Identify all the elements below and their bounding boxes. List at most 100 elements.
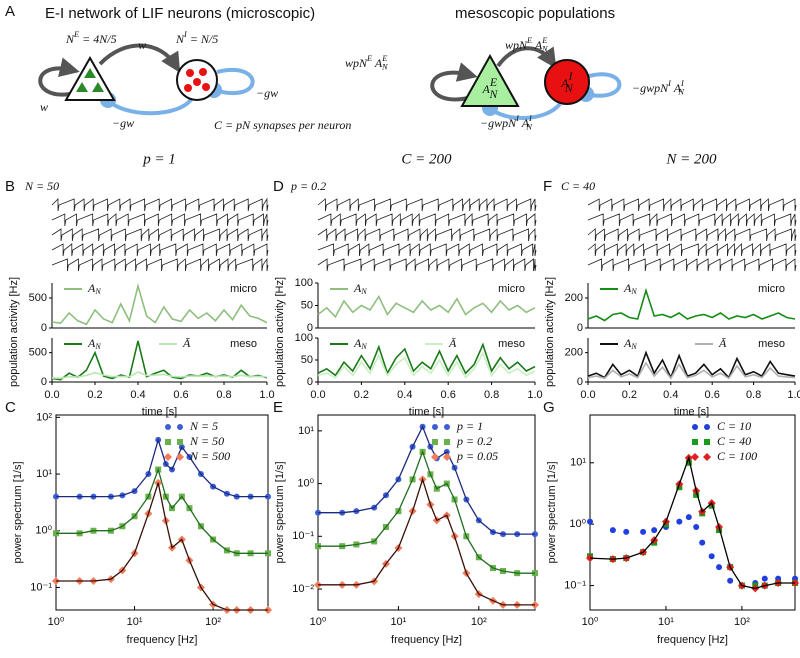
panel-letter: G: [543, 399, 555, 416]
legend-name: A: [353, 281, 362, 295]
activity-trace: [317, 351, 536, 379]
meso-network: [430, 46, 622, 120]
math-label: −gwpNI AI N: [632, 79, 685, 96]
legend-name: A: [87, 336, 96, 350]
y-axis-label: population activity [Hz]: [8, 277, 20, 387]
x-tick-label: 0.6: [441, 389, 456, 401]
diagram-title: E-I network of LIF neurons (microscopic): [45, 5, 315, 22]
y-tick-label: 10⁻²: [292, 583, 314, 595]
math-label: AE N: [482, 75, 499, 101]
voltage-trace: [587, 228, 797, 242]
legend-marker: [164, 453, 172, 461]
legend-name: A: [623, 336, 632, 350]
math-label: AI N: [560, 69, 574, 95]
voltage-trace: [51, 243, 269, 257]
legend-label: p = 0.2: [456, 434, 492, 448]
voltage-trace: [317, 227, 537, 242]
legend-marker: [691, 453, 699, 461]
y-axis-label: power spectrum [1/s]: [12, 461, 24, 563]
label-part: I: [680, 79, 685, 88]
x-tick-label: 0.8: [216, 389, 231, 401]
panel-letter: C: [5, 399, 16, 416]
label-part: −gw: [256, 86, 278, 100]
marker: [699, 539, 706, 546]
legend-label: N = 5: [189, 419, 218, 433]
y-tick-label: 50: [301, 354, 313, 366]
legend-name: A: [87, 281, 96, 295]
label-part: A: [560, 76, 569, 90]
x-axis-label: time [s]: [674, 406, 709, 418]
y-tick-label: 10⁰: [35, 525, 52, 537]
y-tick-label: 0: [307, 322, 313, 334]
label-part: E: [526, 36, 532, 45]
activity-trace: [317, 342, 536, 377]
label-part: N: [525, 123, 532, 132]
y-tick-label: 10⁻¹: [564, 579, 586, 591]
legend-label: Ā: [182, 336, 191, 350]
x-tick-label: 1.0: [259, 389, 274, 401]
legend-label: N = 50: [189, 434, 224, 448]
y-tick-label: 10¹: [570, 457, 586, 469]
math-label: wpNE AE N: [345, 54, 388, 71]
legend-marker: [444, 439, 450, 445]
x-tick-label: 0.8: [484, 389, 499, 401]
label-part: N: [175, 32, 185, 46]
legend-label: N = 500: [189, 449, 230, 463]
diagram-title: mesoscopic populations: [455, 5, 615, 22]
marker: [623, 528, 630, 535]
x-tick-label: 10¹: [390, 616, 406, 628]
label-part: −gwpN: [632, 81, 669, 95]
panel-subtitle: p = 0.2: [290, 179, 326, 193]
math-label: NE = 4N/5: [65, 30, 117, 46]
plot-label: micro: [758, 283, 785, 295]
x-tick-label: 0.0: [310, 389, 325, 401]
activity-trace: [51, 371, 268, 380]
plot-label: micro: [498, 283, 525, 295]
y-tick-label: 0: [577, 322, 583, 334]
legend-marker: [432, 439, 438, 445]
label-part: N: [541, 45, 548, 54]
x-tick-label: 0.6: [173, 389, 188, 401]
legend-sub: N: [630, 287, 637, 296]
activity-trace: [587, 361, 796, 380]
y-axis-label: power spectrum [1/s]: [274, 461, 286, 563]
x-axis-label: frequency [Hz]: [127, 634, 198, 646]
theory-line: [56, 467, 268, 554]
column-title: C = 200: [401, 151, 452, 167]
voltage-trace: [317, 258, 537, 272]
x-tick-label: 0.8: [746, 389, 761, 401]
legend-marker: [432, 424, 438, 430]
y-tick-label: 10¹: [298, 425, 314, 437]
x-tick-label: 10²: [205, 616, 221, 628]
theory-line: [56, 437, 268, 498]
legend-marker: [692, 424, 698, 430]
voltage-trace: [317, 243, 537, 257]
theory-line: [318, 425, 535, 535]
legend-marker: [176, 453, 184, 461]
micro-network: [38, 43, 255, 116]
x-axis-label: frequency [Hz]: [391, 634, 462, 646]
math-label: −gwpNI AI N: [480, 114, 533, 131]
legend-label: p = 1: [456, 419, 483, 433]
theory-line: [589, 455, 795, 590]
legend-marker: [177, 439, 183, 445]
math-label: w: [138, 38, 146, 52]
legend-label: AN: [353, 281, 367, 296]
marker: [651, 527, 658, 534]
x-tick-label: 0.2: [354, 389, 369, 401]
legend-name: A: [353, 336, 362, 350]
y-axis-label: power spectrum [1/s]: [546, 461, 558, 563]
legend-sub: N: [360, 287, 367, 296]
legend-name: Ā: [182, 336, 191, 350]
x-tick-label: 10¹: [127, 616, 143, 628]
legend-sub: N: [94, 287, 101, 296]
x-tick-label: 10⁰: [48, 616, 65, 628]
plot-frame: [317, 414, 536, 611]
label-part: −gw: [112, 116, 134, 130]
activity-trace: [587, 350, 796, 380]
y-axis-label: population activity [Hz]: [274, 277, 286, 387]
marker: [640, 528, 647, 535]
label-part: E: [489, 75, 498, 89]
legend-marker: [692, 439, 698, 445]
y-axis-label: population activity [Hz]: [544, 277, 556, 387]
